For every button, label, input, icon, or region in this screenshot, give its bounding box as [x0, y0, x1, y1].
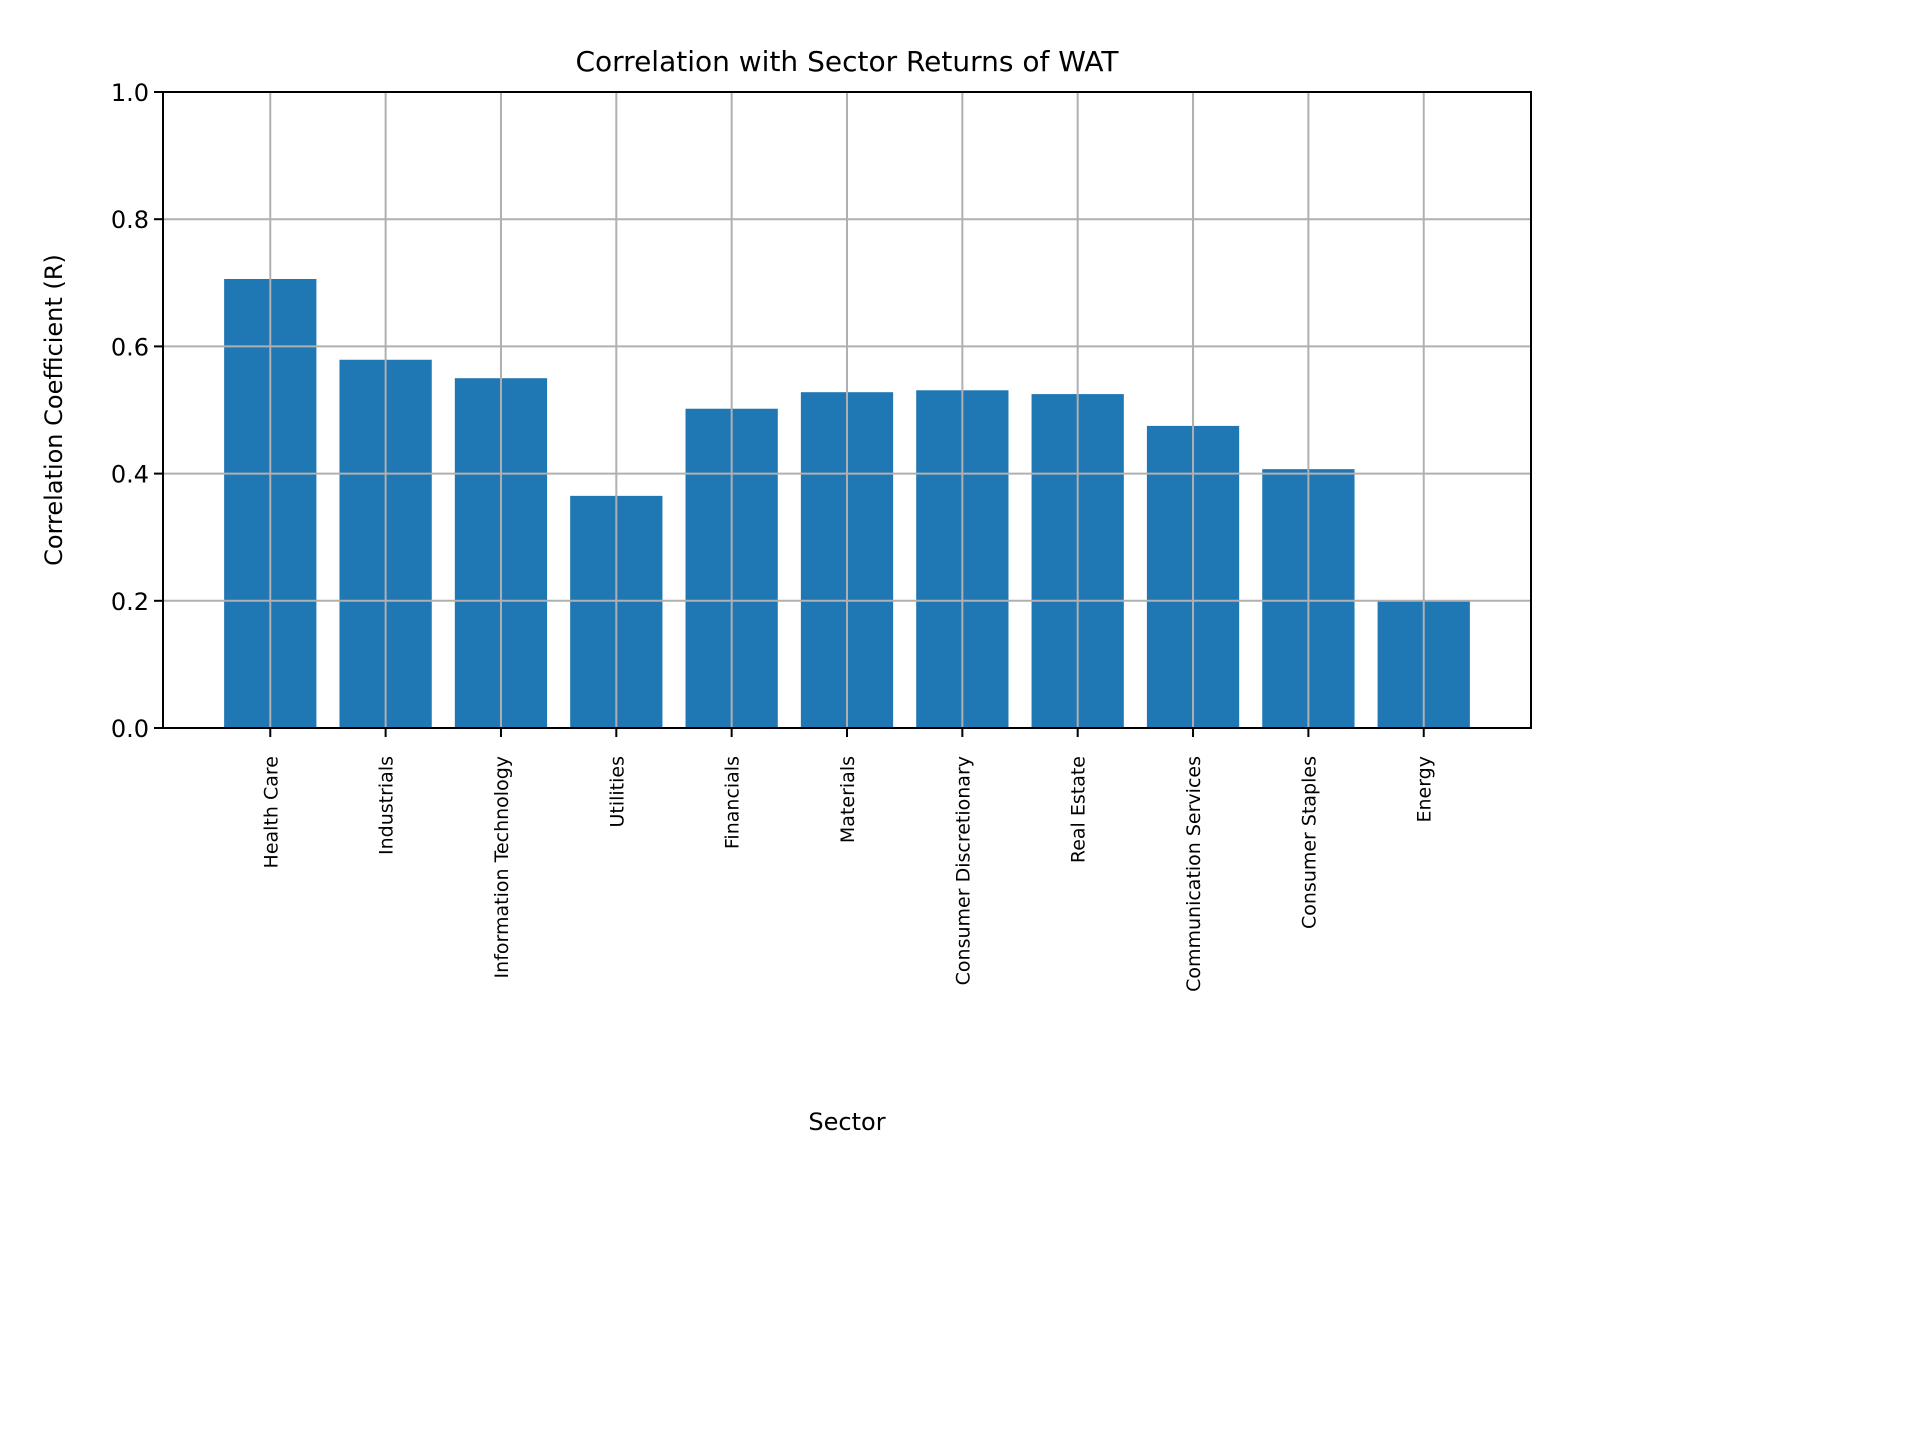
bar-chart: 0.0 0.2 0.4 0.6 0.8 1.0 Health Care Industrials…: [40, 45, 1532, 1136]
x-tick-label: Materials: [837, 756, 859, 843]
y-tick-label: 0.2: [111, 588, 149, 616]
y-tick-label: 0.6: [111, 333, 149, 361]
y-tick-label: 0.4: [111, 461, 149, 489]
x-tick-label: Health Care: [260, 756, 282, 868]
x-tick-label: Information Technology: [491, 756, 513, 978]
ticks: 0.0 0.2 0.4 0.6 0.8 1.0 Health Care Industrials…: [111, 79, 1436, 992]
y-tick-label: 0.0: [111, 715, 149, 743]
x-tick-label: Financials: [722, 756, 744, 849]
x-tick-label: Industrials: [376, 756, 398, 855]
chart-title: Correlation with Sector Returns of WAT: [575, 45, 1119, 78]
x-tick-label: Communication Services: [1183, 756, 1205, 992]
x-axis-label: Sector: [808, 1108, 885, 1136]
y-tick-label: 1.0: [111, 79, 149, 107]
x-tick-label: Consumer Staples: [1298, 756, 1320, 929]
y-tick-label: 0.8: [111, 206, 149, 234]
x-tick-label: Consumer Discretionary: [952, 756, 974, 985]
y-axis-label: Correlation Coefficient (R): [40, 254, 68, 566]
x-tick-label: Energy: [1414, 756, 1436, 823]
x-tick-label: Real Estate: [1068, 756, 1090, 863]
x-tick-label: Utilities: [606, 756, 628, 828]
